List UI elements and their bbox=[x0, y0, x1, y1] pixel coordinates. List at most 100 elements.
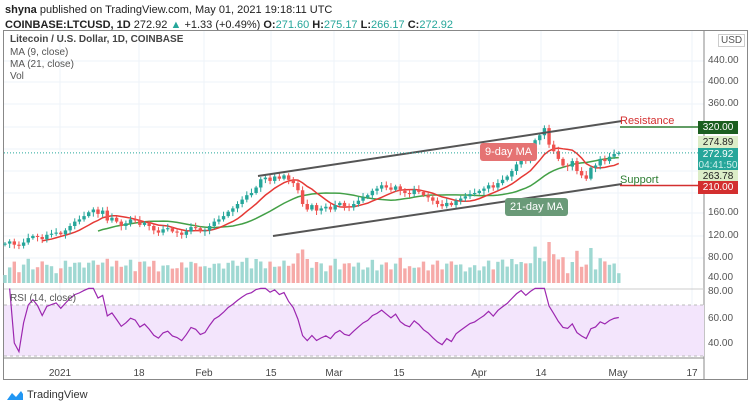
volume-bar bbox=[314, 262, 319, 283]
candle-body bbox=[510, 171, 514, 177]
candle-body bbox=[59, 232, 63, 235]
volume-bar bbox=[579, 266, 584, 283]
candle-body bbox=[324, 206, 328, 209]
candle-body bbox=[231, 208, 235, 212]
candle-body bbox=[389, 187, 393, 190]
volume-bar bbox=[235, 265, 240, 283]
candle-body bbox=[31, 235, 35, 239]
volume-bar bbox=[379, 264, 384, 283]
currency-button[interactable]: USD bbox=[718, 34, 746, 47]
volume-bar bbox=[161, 265, 165, 283]
volume-bar bbox=[100, 262, 105, 283]
volume-bar bbox=[333, 258, 337, 283]
change: +1.33 (+0.49%) bbox=[184, 19, 261, 31]
volume-bar bbox=[514, 264, 519, 283]
volume-bar bbox=[300, 249, 305, 283]
time-tick: May bbox=[608, 368, 628, 379]
candle-body bbox=[454, 200, 458, 206]
candle-body bbox=[198, 228, 202, 232]
last-price-pill: 272.92 04:41:50 bbox=[698, 148, 738, 172]
candle-body bbox=[356, 200, 361, 204]
price-tick: 400.00 bbox=[708, 76, 739, 87]
candle-body bbox=[589, 167, 593, 179]
price-tick: 40.00 bbox=[708, 272, 734, 283]
candle-body bbox=[245, 195, 249, 200]
legend-vol[interactable]: Vol bbox=[10, 71, 24, 82]
candle-body bbox=[379, 185, 384, 189]
legend-ma9[interactable]: MA (9, close) bbox=[10, 47, 69, 58]
legend-ma21[interactable]: MA (21, close) bbox=[10, 59, 74, 70]
candle-body bbox=[305, 204, 309, 210]
candle-body bbox=[152, 226, 156, 231]
symbol: COINBASE:LTCUSD, 1D bbox=[5, 19, 131, 31]
candle-body bbox=[282, 175, 286, 179]
time-tick: Apr bbox=[471, 368, 487, 379]
candle-body bbox=[12, 241, 16, 245]
volume-bar bbox=[68, 266, 72, 283]
candle-body bbox=[398, 186, 402, 191]
volume-bar bbox=[607, 264, 612, 283]
volume-bar bbox=[87, 262, 91, 283]
volume-bar bbox=[547, 242, 551, 283]
candle-body bbox=[54, 232, 58, 234]
candle-body bbox=[565, 165, 570, 167]
volume-bar bbox=[282, 260, 286, 283]
volume-bar bbox=[612, 263, 616, 283]
candle-body bbox=[124, 223, 128, 226]
legend-rsi[interactable]: RSI (14, close) bbox=[10, 293, 77, 304]
volume-bar bbox=[603, 261, 607, 283]
candle-body bbox=[147, 222, 151, 226]
volume-bar bbox=[538, 257, 542, 283]
candle-body bbox=[575, 161, 579, 171]
candle-body bbox=[142, 222, 147, 225]
volume-bar bbox=[584, 264, 588, 283]
tradingview-logo[interactable]: TradingView bbox=[6, 389, 88, 401]
candle-body bbox=[119, 221, 123, 226]
candle-body bbox=[100, 210, 105, 214]
volume-bar bbox=[542, 261, 547, 283]
candle-body bbox=[552, 144, 556, 152]
volume-bar bbox=[7, 267, 12, 283]
volume-bar bbox=[184, 267, 189, 283]
volume-bar bbox=[26, 258, 30, 283]
candle-body bbox=[538, 135, 542, 141]
time-tick: Feb bbox=[195, 368, 213, 379]
volume-bar bbox=[305, 259, 309, 283]
chart-frame[interactable] bbox=[3, 30, 748, 380]
volume-bar bbox=[133, 271, 137, 283]
candle-body bbox=[570, 161, 574, 167]
candle-body bbox=[212, 221, 216, 226]
candle-body bbox=[459, 198, 463, 201]
volume-bar bbox=[435, 260, 440, 283]
volume-bar bbox=[286, 265, 291, 283]
volume-bar bbox=[45, 264, 49, 283]
time-tick: 18 bbox=[133, 368, 145, 379]
volume-bar bbox=[291, 263, 295, 283]
volume-bar bbox=[77, 262, 82, 283]
volume-bar bbox=[63, 260, 68, 283]
candle-body bbox=[21, 242, 26, 246]
volume-bar bbox=[263, 268, 268, 283]
volume-bar bbox=[412, 267, 416, 283]
candle-body bbox=[105, 210, 109, 221]
candle-body bbox=[203, 230, 207, 232]
candle-body bbox=[254, 187, 258, 193]
volume-bar bbox=[245, 257, 249, 283]
candle-body bbox=[128, 219, 133, 224]
volume-bar bbox=[166, 265, 170, 283]
volume-bar bbox=[207, 267, 212, 283]
time-tick: 17 bbox=[686, 368, 698, 379]
volume-bar bbox=[352, 266, 356, 283]
volume-bar bbox=[505, 266, 509, 283]
candle-body bbox=[175, 231, 179, 233]
candle-body bbox=[110, 217, 114, 221]
candle-body bbox=[491, 185, 495, 188]
time-tick: 14 bbox=[535, 368, 547, 379]
candle-body bbox=[403, 190, 407, 193]
volume-bar bbox=[119, 266, 123, 283]
rsi-tick: 60.00 bbox=[708, 313, 734, 324]
volume-bar bbox=[31, 269, 35, 283]
volume-bar bbox=[366, 267, 370, 283]
volume-bar bbox=[417, 267, 421, 283]
